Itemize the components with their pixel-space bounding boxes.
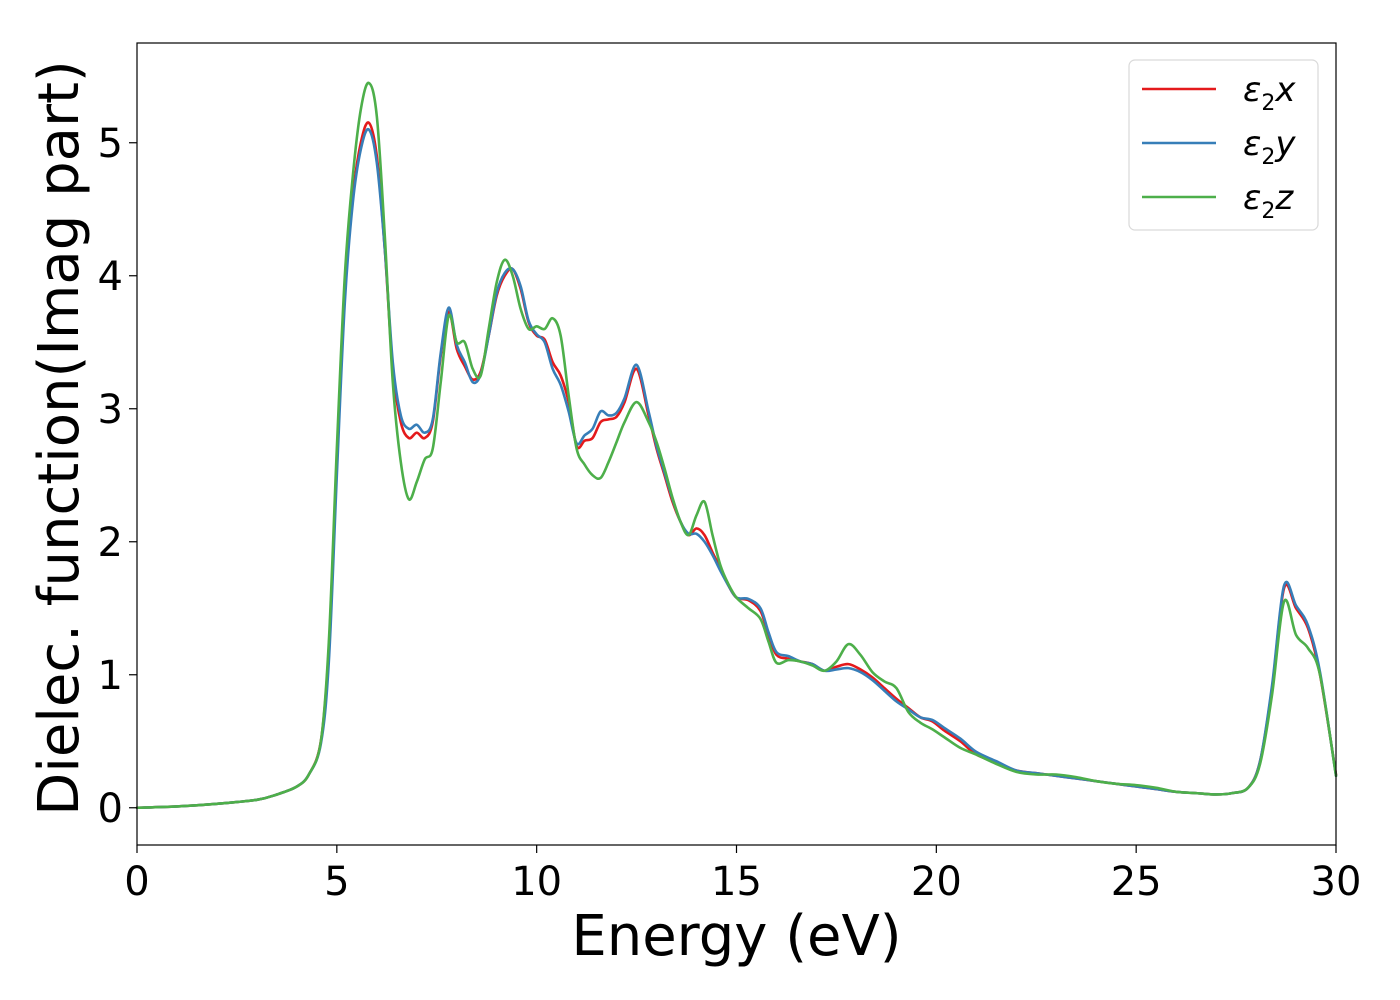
legend-label-base: ε [1243, 124, 1261, 164]
legend-label-subscript: 2 [1261, 199, 1275, 224]
y-tick-label: 3 [98, 387, 123, 433]
legend-label-subscript: 2 [1261, 91, 1275, 116]
legend-label-subscript: 2 [1261, 145, 1275, 170]
y-tick-label: 1 [98, 653, 123, 699]
y-axis: 0 1 2 3 4 5 [98, 121, 137, 832]
plot-lines [135, 81, 1338, 810]
series-line-2 [135, 81, 1338, 810]
x-tick-label: 30 [1311, 859, 1362, 905]
legend-box [1128, 59, 1319, 231]
y-axis-label: Dielec. function(Imag part) [27, 60, 92, 816]
x-axis-label: Energy (eV) [571, 904, 901, 969]
x-tick-label: 10 [511, 859, 562, 905]
x-tick-label: 0 [124, 859, 149, 905]
legend-label-0: ε2x [1243, 70, 1296, 116]
y-tick-label: 4 [98, 254, 123, 300]
legend-label-1: ε2y [1243, 124, 1296, 170]
x-tick-label: 15 [711, 859, 762, 905]
x-tick-label: 25 [1111, 859, 1162, 905]
y-tick-label: 2 [98, 520, 123, 566]
y-tick-label: 5 [98, 121, 123, 167]
legend-label-variable: x [1274, 70, 1296, 110]
legend-label-variable: z [1274, 178, 1294, 218]
x-axis: 0 5 10 15 20 25 30 [124, 845, 1361, 905]
legend-label-base: ε [1243, 70, 1261, 110]
x-tick-label: 5 [324, 859, 349, 905]
legend-label-variable: y [1274, 124, 1296, 164]
y-tick-label: 0 [98, 786, 123, 832]
legend-label-2: ε2z [1243, 178, 1294, 224]
x-tick-label: 20 [911, 859, 962, 905]
legend-label-base: ε [1243, 178, 1261, 218]
